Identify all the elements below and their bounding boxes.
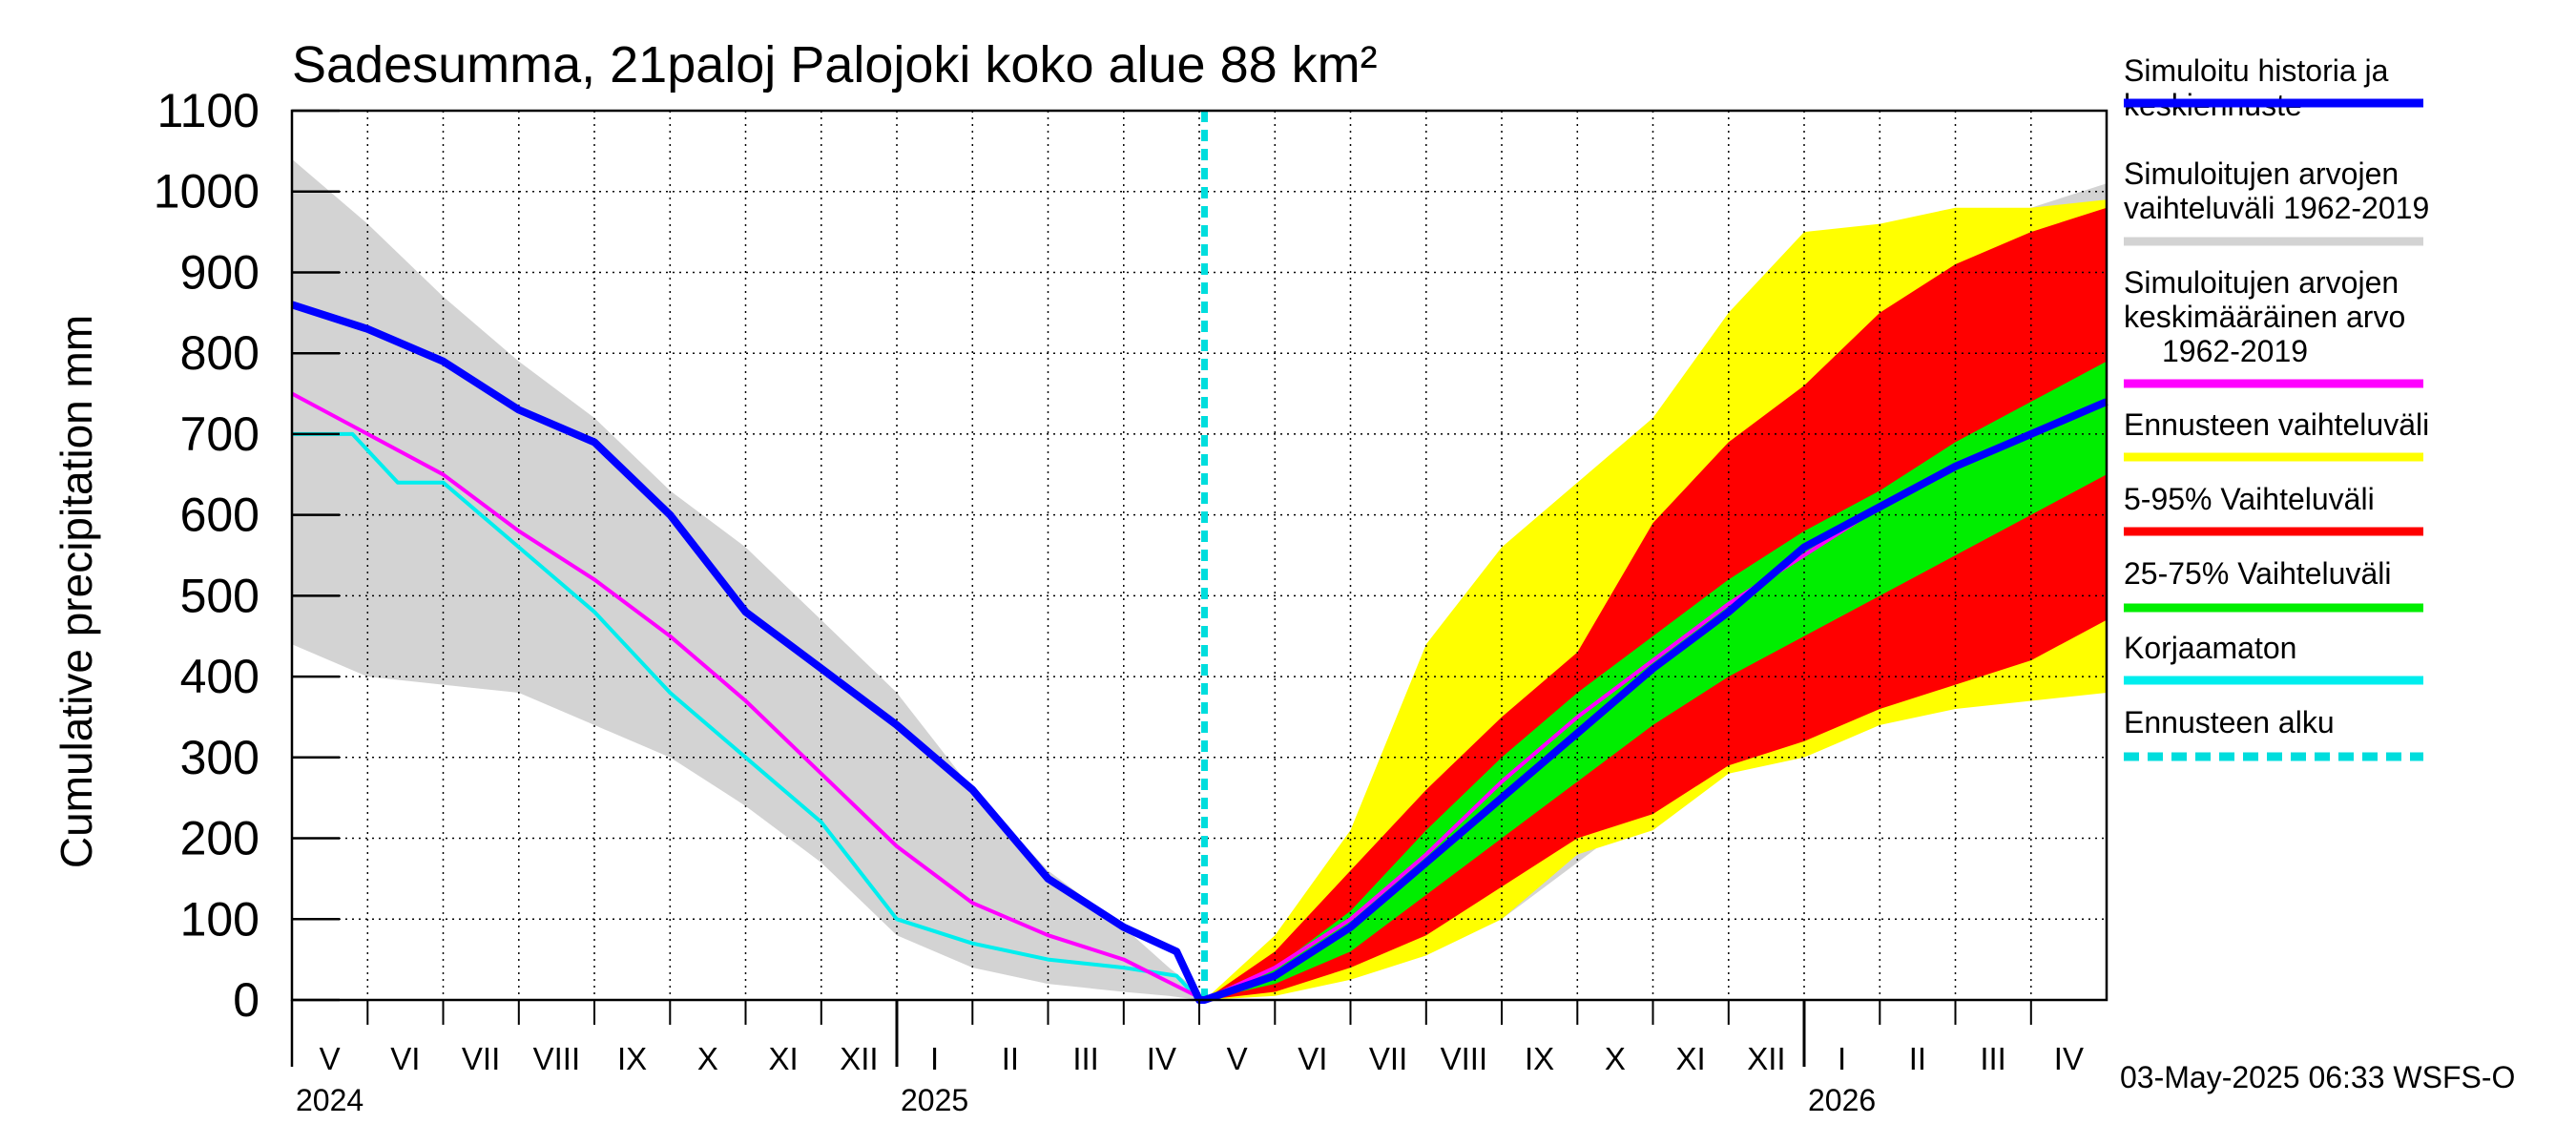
month-label: III	[1072, 1041, 1099, 1076]
legend-item: Simuloitujen arvojen keskimääräinen arvo 1…	[2124, 265, 2423, 388]
y-tick-label: 400	[180, 650, 260, 703]
year-label: 2026	[1808, 1083, 1876, 1117]
series-uncorrected	[292, 431, 1201, 1002]
y-tick-label: 600	[180, 489, 260, 542]
month-label: IX	[617, 1041, 647, 1076]
month-label: IV	[2054, 1041, 2084, 1076]
legend-label: 5-95% Vaihteluväli	[2124, 482, 2375, 516]
month-label: V	[320, 1041, 341, 1076]
legend-item: Ennusteen vaihteluväli	[2124, 407, 2429, 462]
year-labels: 2024 2025 2026	[296, 1083, 1876, 1117]
axes	[290, 109, 2109, 1067]
legend: Simuloitu historia jakeskiennuste Simuloi…	[2124, 53, 2429, 761]
month-label: II	[1909, 1041, 1926, 1076]
month-label: X	[697, 1041, 718, 1076]
y-tick-label: 0	[233, 973, 260, 1027]
month-label: XI	[1676, 1041, 1706, 1076]
month-label: XI	[769, 1041, 799, 1076]
legend-label: Ennusteen alku	[2124, 705, 2335, 739]
month-label: V	[1227, 1041, 1248, 1076]
band-5-95	[1204, 207, 2107, 1000]
y-tick-label: 200	[180, 812, 260, 865]
month-label: XII	[840, 1041, 878, 1076]
month-label: VI	[1298, 1041, 1327, 1076]
y-tick-label: 1000	[154, 165, 260, 219]
y-tick-label: 500	[180, 569, 260, 622]
legend-item: Simuloitu historia jakeskiennuste	[2124, 53, 2423, 122]
legend-label: Korjaamaton	[2124, 631, 2296, 665]
y-tick-label: 1100	[156, 84, 260, 137]
month-label: II	[1002, 1041, 1019, 1076]
y-tick-label: 900	[180, 246, 260, 300]
month-label: III	[1980, 1041, 2006, 1076]
month-label: I	[930, 1041, 939, 1076]
legend-label: Simuloitu historia jakeskiennuste	[2124, 53, 2389, 122]
year-label: 2025	[901, 1083, 968, 1117]
chart-title: Sadesumma, 21paloj Palojoki koko alue 88…	[292, 36, 1378, 94]
month-labels: V VI VII VIII IX X XI XII I II III IV V VI VII VIII IX X X…	[320, 1041, 2084, 1076]
month-label: VIII	[533, 1041, 581, 1076]
month-label: VI	[390, 1041, 420, 1076]
y-tick-label: 700	[180, 407, 260, 461]
grid	[292, 110, 2107, 1000]
month-label: VII	[462, 1041, 500, 1076]
y-tick-label: 100	[180, 892, 260, 946]
month-label: XII	[1747, 1041, 1785, 1076]
legend-item: Korjaamaton	[2124, 631, 2423, 685]
legend-item: 25-75% Vaihteluväli	[2124, 556, 2423, 613]
y-tick-label: 800	[180, 326, 260, 380]
y-tick-labels: 0 100 200 300 400 500 600 700 800 900 1000 1100	[154, 84, 260, 1027]
legend-item: 5-95% Vaihteluväli	[2124, 482, 2423, 536]
month-label: I	[1838, 1041, 1846, 1076]
timestamp: 03-May-2025 06:33 WSFS-O	[2120, 1060, 2515, 1094]
month-label: VIII	[1441, 1041, 1488, 1076]
y-axis-label: Cumulative precipitation mm	[52, 315, 101, 868]
month-label: X	[1605, 1041, 1626, 1076]
legend-label: Ennusteen vaihteluväli	[2124, 407, 2429, 442]
legend-label: Simuloitujen arvojen vaihteluväli 1962-20…	[2124, 156, 2429, 225]
legend-item: Simuloitujen arvojen vaihteluväli 1962-20…	[2124, 156, 2429, 246]
legend-label: 25-75% Vaihteluväli	[2124, 556, 2391, 591]
legend-item: Ennusteen alku	[2124, 705, 2423, 761]
band-25-75	[1204, 361, 2107, 1000]
month-label: VII	[1369, 1041, 1407, 1076]
legend-label: Simuloitujen arvojen keskimääräinen arvo 1…	[2124, 265, 2405, 368]
year-label: 2024	[296, 1083, 364, 1117]
month-label: IX	[1525, 1041, 1554, 1076]
month-label: IV	[1147, 1041, 1176, 1076]
y-tick-label: 300	[180, 731, 260, 784]
